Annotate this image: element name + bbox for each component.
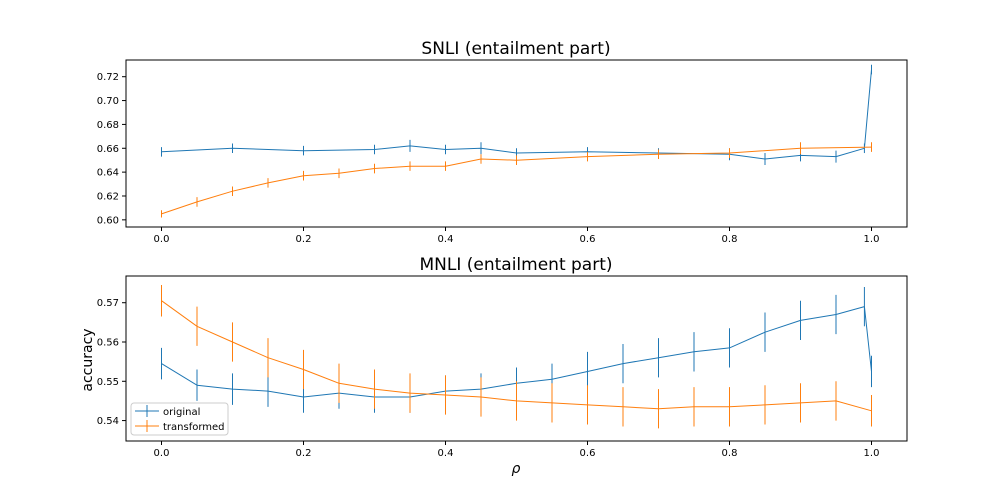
mnli-x-tick-label: 0.6	[580, 448, 596, 459]
legend-label-original: original	[163, 407, 200, 418]
snli-panel: SNLI (entailment part) 0.0 0.2 0.4 0.6 0.8 1.…	[97, 39, 908, 245]
mnli-panel: MNLI (entailment part) 0.0 0.2 0.4 0.6 0.8 1.…	[80, 255, 908, 477]
mnli-line-original	[161, 306, 872, 398]
snli-axes: 0.0 0.2 0.4 0.6 0.8 1.0 0.60 0.62 0.64 0.66 0.68 0.…	[97, 72, 880, 245]
mnli-plot-frame	[125, 275, 908, 442]
snli-y-tick-label: 0.70	[97, 96, 119, 107]
mnli-title: MNLI (entailment part)	[419, 255, 612, 275]
snli-series-transformed	[161, 142, 872, 218]
snli-plot-frame	[125, 59, 908, 228]
mnli-line-transformed	[161, 300, 872, 412]
mnli-x-tick-label: 0.2	[296, 448, 312, 459]
snli-x-tick-label: 0.4	[438, 234, 454, 245]
mnli-y-tick-label: 0.55	[97, 377, 119, 388]
mnli-x-tick-label: 0.4	[438, 448, 454, 459]
snli-series-layer	[161, 64, 872, 218]
snli-x-tick-label: 0.0	[154, 234, 170, 245]
mnli-x-tick-label: 0.8	[722, 448, 738, 459]
snli-y-tick-label: 0.62	[97, 191, 119, 202]
legend: original transformed	[130, 402, 229, 436]
mnli-y-axis-label: accuracy	[80, 328, 96, 391]
mnli-y-tick-label: 0.56	[97, 338, 119, 349]
snli-y-tick-label: 0.66	[97, 144, 119, 155]
legend-entry-original: original	[135, 405, 200, 418]
snli-y-tick-label: 0.68	[97, 120, 119, 131]
snli-x-tick-label: 1.0	[864, 234, 880, 245]
snli-x-tick-label: 0.8	[722, 234, 738, 245]
mnli-x-tick-label: 1.0	[864, 448, 880, 459]
mnli-x-tick-label: 0.0	[154, 448, 170, 459]
snli-line-original	[161, 69, 872, 160]
mnli-y-tick-label: 0.57	[97, 298, 119, 309]
mnli-x-axis-label: ρ	[512, 461, 521, 477]
snli-x-tick-label: 0.2	[296, 234, 312, 245]
mnli-axes: 0.0 0.2 0.4 0.6 0.8 1.0 0.54 0.55 0.56 0.57	[97, 298, 880, 459]
mnli-series-layer	[161, 285, 872, 429]
mnli-series-transformed	[161, 285, 872, 429]
snli-y-tick-label: 0.72	[97, 72, 119, 83]
snli-y-tick-label: 0.60	[97, 215, 119, 226]
snli-line-transformed	[161, 146, 872, 215]
snli-y-tick-label: 0.64	[97, 168, 119, 179]
mnli-y-tick-label: 0.54	[97, 416, 119, 427]
snli-x-tick-label: 0.6	[580, 234, 596, 245]
legend-label-transformed: transformed	[163, 422, 225, 433]
legend-entry-transformed: transformed	[135, 420, 225, 433]
snli-title: SNLI (entailment part)	[421, 39, 610, 59]
